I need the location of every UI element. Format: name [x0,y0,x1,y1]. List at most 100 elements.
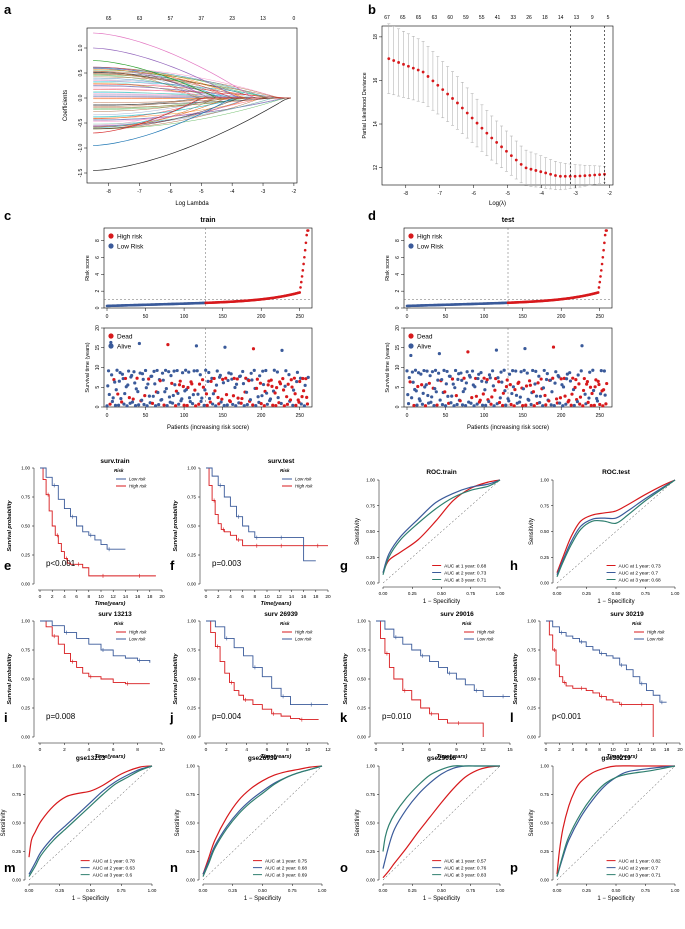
y-tick-label: 6 [95,256,101,259]
alive-point [494,348,499,352]
alive-point [410,396,414,400]
alive-point [492,404,496,408]
y-tick-label: -1.0 [78,143,84,152]
dead-point [543,393,547,398]
dead-point [521,404,525,408]
deviance-point [505,149,508,153]
alive-point [302,404,306,408]
y-tick-label: 0.25 [357,706,366,711]
y-tick-label: 8 [395,239,401,242]
alive-point [448,374,452,378]
dead-point [305,395,309,399]
x-tick-label: 16 [651,747,657,753]
panel-n: gse26939 0.00 0.00 0.25 0.25 0.50 0.50 0.75 0.75… [175,755,327,902]
y-tick-label: 1.0 [78,44,84,51]
dead-point [281,377,285,381]
alive-point [561,404,565,408]
y-tick-label: 0.5 [78,69,84,76]
top-count: 37 [198,16,204,22]
alive-point [146,382,150,386]
alive-point [142,402,146,407]
dead-point [297,400,301,404]
legend-swatch [108,243,114,249]
alive-point [463,403,468,408]
x-axis-label: 1 − Specificity [597,896,634,902]
alive-point [449,401,453,405]
dead-point [208,400,212,404]
alive-point [529,402,533,407]
top-count: 26 [526,15,532,21]
y-tick-label: 0.75 [366,792,375,797]
alive-point [487,373,492,377]
roc-curve [382,479,501,573]
alive-point [298,376,303,380]
panel-title: ROC.test [602,469,631,476]
x-axis-label: Log(λ) [489,201,506,207]
dead-point [298,379,302,384]
dead-point [489,402,493,406]
deviance-point [392,59,396,62]
x-tick-label: 16 [135,594,141,600]
dead-point [285,402,290,406]
x-tick-label: 2 [217,594,220,600]
panel-title: gse13213 [76,755,106,762]
dead-point [524,384,529,388]
legend-label: AUC at 3 year: 0.68 [619,577,661,583]
dead-point [594,378,598,382]
legend-label: Low risk [295,637,312,642]
alive-point [576,373,580,377]
panel-letter-k: k [340,710,348,725]
dead-point [539,377,543,381]
top-count: 57 [168,16,174,22]
y-tick-label: 0 [95,306,101,309]
dead-point [292,376,296,380]
x-tick-label: 6 [428,747,431,753]
deviance-point [485,131,489,135]
panel-letter-f: f [170,558,175,573]
alive-point [254,404,258,408]
y-tick-label: 0.75 [186,792,195,797]
x-tick-label: 0 [205,747,208,753]
legend-title: Risk [462,621,472,626]
x-tick-label: 10 [98,594,104,600]
x-tick-label: 8 [136,747,139,753]
alive-point [175,368,179,373]
alive-point [433,387,437,391]
alive-point [568,371,572,375]
deviance-point [387,57,391,61]
x-tick-label: 1.00 [148,888,157,893]
y-tick-label: 5 [95,386,101,389]
alive-point [480,403,485,407]
dead-point [585,380,590,384]
dead-point [197,382,202,386]
x-tick-label: 0 [39,594,42,600]
deviance-point [588,173,592,177]
panel-letter-h: h [510,558,518,573]
alive-point [568,379,573,383]
deviance-point [446,92,450,96]
y-tick-label: 0.50 [21,677,30,682]
alive-point [199,399,203,403]
dead-point [497,380,501,384]
alive-point [465,370,469,374]
p-value: p=0.003 [212,559,242,568]
deviance-point [426,75,430,78]
deviance-point [544,171,548,175]
alive-point [114,388,118,392]
alive-point [463,387,467,391]
deviance-point [500,145,503,149]
dead-point [593,385,597,389]
dead-point [116,392,120,396]
x-tick-label: 12 [111,594,117,600]
roc-curve [382,765,500,869]
legend-swatch [108,233,114,239]
x-tick-label: 10 [610,747,616,753]
dead-point [193,388,197,392]
alive-point [214,404,218,408]
panel-h: ROC.test 0.00 0.00 0.25 0.25 0.50 0.50 0.75 0.75… [529,469,680,605]
x-tick-label: -3 [573,191,578,197]
panel-title: train [200,217,215,224]
coef-path [93,97,287,125]
alive-point [170,401,175,405]
x-axis-label: Time(years) [607,754,638,760]
